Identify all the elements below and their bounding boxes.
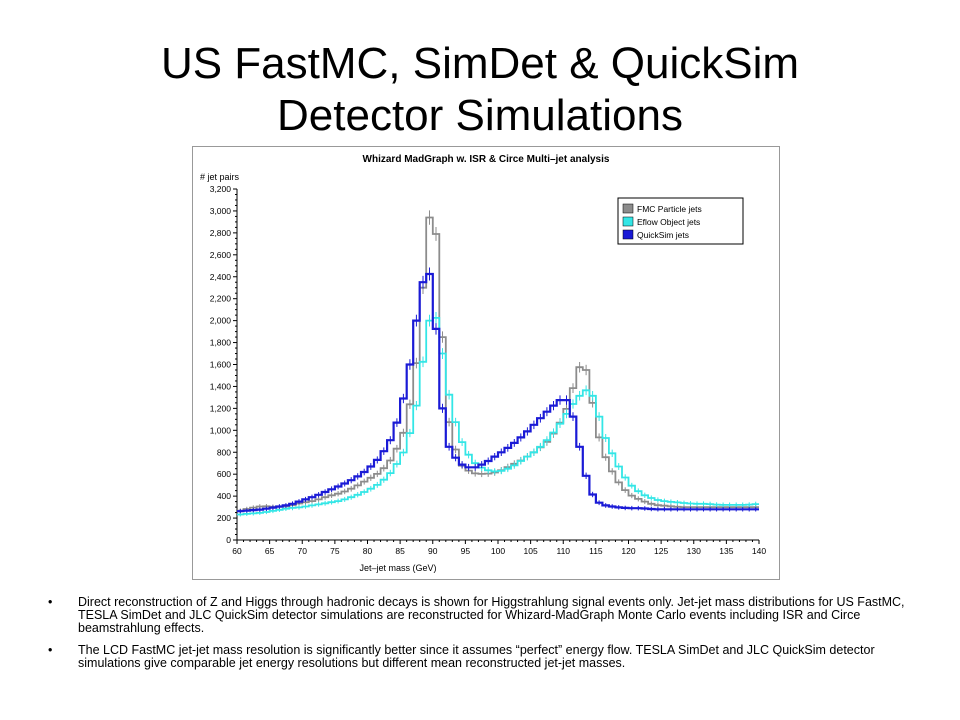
y-tick-label: 2,800 xyxy=(210,228,232,238)
series-line-1 xyxy=(237,216,759,512)
slide-title-line-2: Detector Simulations xyxy=(277,91,683,140)
bullet-dot: • xyxy=(48,643,53,657)
legend-swatch-3 xyxy=(622,229,634,240)
x-tick-label: 110 xyxy=(556,546,570,556)
y-axis-label: # jet pairs xyxy=(200,172,240,182)
legend-box xyxy=(617,197,744,245)
y-tick-label: 2,000 xyxy=(210,316,232,326)
bullet-item-1: • Direct reconstruction of Z and Higgs t… xyxy=(48,596,908,635)
x-tick-label: 100 xyxy=(491,546,505,556)
chart-title: Whizard MadGraph w. ISR & Circe Multi–je… xyxy=(363,154,610,165)
x-tick-label: 65 xyxy=(265,546,275,556)
y-tick-label: 1,800 xyxy=(210,338,232,348)
x-tick-label: 95 xyxy=(461,546,471,556)
x-tick-label: 75 xyxy=(330,546,340,556)
x-tick-label: 115 xyxy=(589,546,603,556)
x-axis-label: Jet–jet mass (GeV) xyxy=(359,563,436,573)
y-tick-label: 1,400 xyxy=(210,381,232,391)
x-tick-label: 90 xyxy=(428,546,438,556)
y-tick-label: 1,600 xyxy=(210,360,232,370)
x-tick-label: 60 xyxy=(232,546,242,556)
y-tick-label: 2,200 xyxy=(210,294,232,304)
bullet-list: • Direct reconstruction of Z and Higgs t… xyxy=(48,596,908,679)
x-tick-label: 120 xyxy=(621,546,635,556)
bullet-text-1: Direct reconstruction of Z and Higgs thr… xyxy=(78,595,905,635)
x-tick-label: 80 xyxy=(363,546,373,556)
y-tick-label: 1,200 xyxy=(210,403,232,413)
x-tick-label: 140 xyxy=(752,546,766,556)
legend-swatch-1 xyxy=(622,203,634,214)
bullet-item-2: • The LCD FastMC jet-jet mass resolution… xyxy=(48,644,908,670)
x-tick-label: 135 xyxy=(719,546,733,556)
y-tick-label: 1,000 xyxy=(210,425,232,435)
legend-label-3: QuickSim jets xyxy=(637,230,689,240)
legend-label-1: FMC Particle jets xyxy=(637,204,702,214)
x-tick-label: 70 xyxy=(298,546,308,556)
y-tick-label: 400 xyxy=(217,491,231,501)
slide-title-line-1: US FastMC, SimDet & QuickSim xyxy=(160,39,800,88)
bullet-text-2: The LCD FastMC jet-jet mass resolution i… xyxy=(78,643,875,670)
jet-mass-histogram: Whizard MadGraph w. ISR & Circe Multi–je… xyxy=(192,146,780,580)
x-tick-label: 125 xyxy=(654,546,668,556)
y-tick-label: 600 xyxy=(217,469,231,479)
bullet-dot: • xyxy=(48,595,53,609)
y-tick-label: 200 xyxy=(217,513,231,523)
x-tick-label: 85 xyxy=(395,546,405,556)
y-tick-label: 3,000 xyxy=(210,206,232,216)
legend-label-2: Eflow Object jets xyxy=(637,217,700,227)
y-tick-label: 3,200 xyxy=(210,184,232,194)
series-line-2 xyxy=(237,317,759,516)
legend-swatch-2 xyxy=(622,216,634,227)
y-tick-label: 2,600 xyxy=(210,250,232,260)
x-tick-label: 130 xyxy=(687,546,701,556)
slide-title: US FastMC, SimDet & QuickSim Detector Si… xyxy=(0,38,960,142)
y-tick-label: 800 xyxy=(217,447,231,457)
series-line-3 xyxy=(237,272,759,513)
y-tick-label: 2,400 xyxy=(210,272,232,282)
y-tick-label: 0 xyxy=(226,535,231,545)
chart-frame: Whizard MadGraph w. ISR & Circe Multi–je… xyxy=(192,146,780,580)
x-tick-label: 105 xyxy=(524,546,538,556)
